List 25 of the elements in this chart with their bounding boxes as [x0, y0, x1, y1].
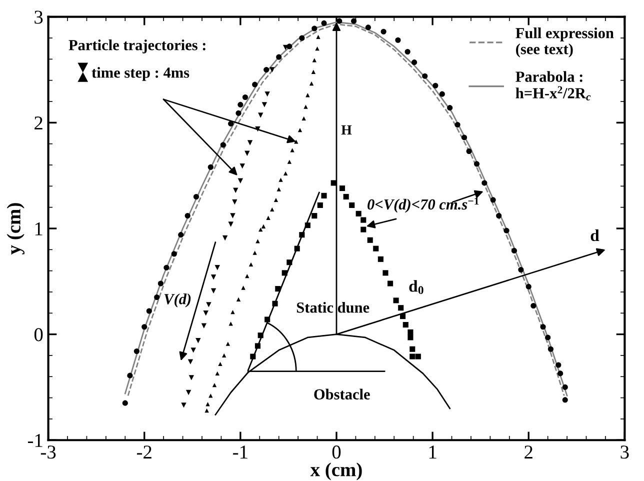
annotation: V(d) — [164, 294, 191, 308]
x-tick-label: 0 — [332, 446, 341, 459]
y-tick-label: -1 — [28, 434, 42, 447]
annotation: Static dune — [296, 302, 370, 313]
annotation: d$_{0}$ — [409, 280, 424, 294]
y-tick-label: 3 — [34, 10, 43, 24]
y-tick-label: 1 — [35, 222, 42, 236]
x-tick-label: -1 — [233, 446, 248, 458]
annotation: H — [341, 125, 352, 134]
x-tick-label: 1 — [429, 446, 436, 458]
legend-label: Full expression (see text) — [516, 28, 614, 58]
y-tick-label: 2 — [34, 116, 42, 130]
y-axis-title: y (cm) — [6, 203, 24, 254]
x-tick-label: -3 — [40, 446, 56, 459]
x-tick-label: 3 — [620, 446, 629, 459]
annotation: d — [590, 229, 600, 242]
legend-label: Parabola : h=H-x$^{2}$/2R$_{c}$ — [516, 71, 591, 100]
x-tick-label: 2 — [524, 446, 532, 458]
annotation: 0<V(d)<70 cm.s$^{−1}$ — [368, 197, 479, 213]
annotation: time step : 4ms — [92, 67, 190, 81]
y-tick-label: 0 — [34, 328, 43, 342]
annotation: Obstacle — [314, 388, 370, 400]
annotation: Particle trajectories : — [68, 40, 206, 54]
x-tick-label: -2 — [136, 446, 152, 458]
x-axis-title: x (cm) — [310, 462, 362, 480]
